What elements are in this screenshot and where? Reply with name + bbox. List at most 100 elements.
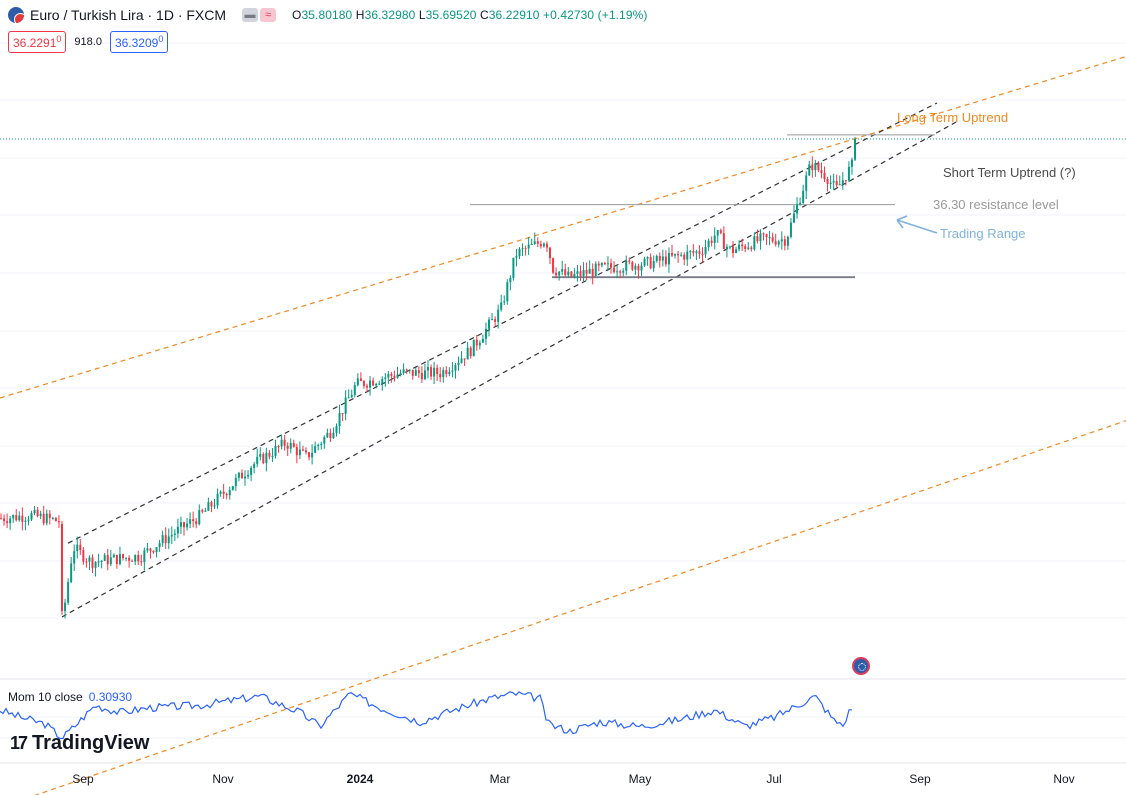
candle-body: [698, 251, 701, 255]
candle-body: [704, 247, 707, 255]
candle-body: [582, 270, 585, 276]
candle-body: [329, 432, 332, 439]
candle-body: [622, 270, 625, 273]
candle-body: [67, 582, 70, 603]
candle-body: [411, 369, 414, 376]
candle-body: [472, 339, 475, 357]
candle-body: [97, 561, 100, 563]
candle-body: [308, 452, 311, 458]
candle-body: [588, 268, 591, 274]
candle-body: [631, 261, 634, 270]
candle-body: [484, 328, 487, 339]
resistance-level-label[interactable]: 36.30 resistance level: [933, 197, 1059, 212]
candle-body: [189, 519, 192, 524]
candle-body: [664, 256, 667, 265]
candle-body: [280, 439, 283, 447]
candle-body: [362, 381, 365, 386]
candle-body: [732, 246, 734, 253]
candle-body: [155, 547, 158, 553]
candle-body: [167, 536, 170, 544]
candle-body: [375, 383, 378, 386]
candle-body: [606, 263, 609, 265]
candle-body: [545, 243, 548, 248]
momentum-name: Mom 10 close: [8, 690, 83, 704]
candle-body: [298, 449, 301, 456]
candle-body: [289, 443, 292, 449]
candle-body: [140, 561, 143, 563]
candle-body: [530, 243, 533, 245]
candle-body: [109, 557, 112, 565]
candle-body: [835, 181, 838, 186]
sell-price-button[interactable]: 36.22910: [8, 31, 67, 53]
candle-body: [567, 271, 570, 276]
candle-body: [122, 554, 124, 559]
candle-body: [814, 163, 817, 171]
x-tick-label: May: [628, 772, 652, 786]
candle-body: [542, 243, 545, 247]
candle-body: [94, 561, 97, 568]
candle-body: [661, 256, 664, 261]
long-term-upper-line[interactable]: [0, 55, 1126, 399]
momentum-legend[interactable]: Mom 10 close 0.30930: [8, 690, 132, 704]
candle-body: [228, 490, 231, 496]
candle-body: [225, 493, 228, 496]
short-term-lower-line[interactable]: [61, 121, 958, 618]
indicator-toggle[interactable]: ▬ ≈: [242, 8, 277, 22]
candle-body: [247, 474, 250, 477]
candle-body: [524, 248, 527, 250]
symbol-header[interactable]: Euro / Turkish Lira · 1D · FXCM ▬ ≈ O35.…: [8, 5, 647, 25]
candle-body: [649, 257, 652, 269]
candle-body: [454, 365, 457, 371]
candle-body: [686, 251, 689, 260]
candle-body: [460, 358, 463, 363]
x-tick-label: Jul: [766, 772, 782, 786]
candle-body: [585, 270, 588, 274]
candle-body: [509, 277, 512, 283]
change-value: +0.42730 (+1.19%): [543, 8, 648, 22]
candle-body: [710, 240, 713, 243]
candle-body: [277, 445, 280, 447]
candle-body: [48, 513, 51, 518]
candle-body: [134, 555, 137, 562]
candle-body: [613, 267, 616, 273]
long-term-uptrend-label[interactable]: Long Term Uptrend: [897, 110, 1009, 125]
wave-icon[interactable]: ≈: [260, 8, 277, 22]
candle-body: [305, 450, 307, 453]
momentum-line[interactable]: [0, 691, 852, 740]
candle-body: [399, 373, 402, 375]
candle-body: [51, 517, 54, 519]
tradingview-logo[interactable]: 17 TradingView: [10, 732, 149, 755]
candle-body: [61, 524, 63, 612]
long-term-lower-line[interactable]: [0, 420, 1126, 795]
x-tick-label: 2024: [346, 772, 374, 786]
candle-body: [655, 255, 658, 262]
candle-body: [186, 523, 189, 528]
candle-body: [353, 385, 356, 395]
candle-body: [405, 369, 408, 371]
candle-body: [442, 370, 445, 378]
candle-body: [533, 241, 536, 244]
symbol-title[interactable]: Euro / Turkish Lira · 1D · FXCM: [30, 7, 227, 23]
candle-body: [692, 251, 695, 253]
candle-body: [741, 244, 744, 247]
trading-range-label[interactable]: Trading Range: [940, 226, 1026, 241]
candle-body: [491, 319, 494, 321]
candle-body: [625, 260, 628, 271]
candle-body: [152, 550, 155, 553]
eye-icon[interactable]: ▬: [242, 8, 259, 22]
candle-body: [30, 513, 33, 520]
short-term-upper-line[interactable]: [67, 102, 938, 544]
candle-body: [701, 254, 704, 256]
candle-body: [494, 319, 497, 322]
candle-body: [253, 463, 256, 468]
x-tick-label: Sep: [909, 772, 931, 786]
candle-body: [463, 358, 466, 360]
candle-body: [768, 237, 771, 239]
buy-price-button[interactable]: 36.32090: [109, 31, 169, 53]
event-marker-icon[interactable]: [852, 657, 870, 675]
trading-range-arrow[interactable]: [896, 215, 938, 234]
short-term-uptrend-label[interactable]: Short Term Uptrend (?): [943, 165, 1076, 180]
candle-body: [762, 233, 765, 235]
candle-body: [683, 254, 686, 260]
